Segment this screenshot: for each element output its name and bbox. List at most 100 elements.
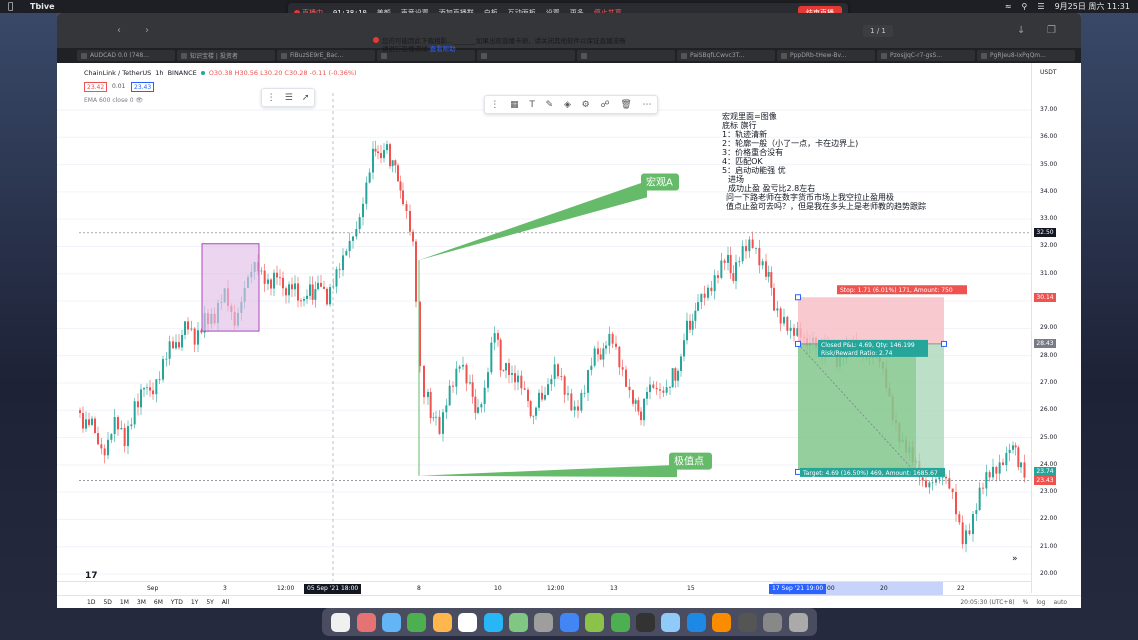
browser-tab[interactable]: 知识宝楼 | 投资者: [177, 50, 275, 61]
price-chart[interactable]: 宏观A 极值点 Stop: 1.71 (6.01%) 171, Amount: 75…: [57, 63, 1031, 581]
calendar-icon[interactable]: [458, 612, 478, 632]
period-button[interactable]: 5D: [103, 598, 112, 606]
fill-icon[interactable]: ◈: [563, 99, 571, 110]
auto-toggle[interactable]: auto: [1053, 598, 1067, 606]
control-center-icon[interactable]: ☰: [1037, 2, 1045, 11]
tab-title: FiBuzSE9rE_Bac...: [290, 52, 344, 59]
symbol-name[interactable]: ChainLink / TetherUS: [84, 69, 152, 77]
period-button[interactable]: 1D: [87, 598, 96, 606]
candle-body: [563, 376, 566, 395]
finder-icon[interactable]: [331, 612, 351, 632]
browser-tab[interactable]: PaiSBqfLCwvc3T...: [677, 50, 775, 61]
candle-body: [738, 261, 741, 263]
drag-handle-icon[interactable]: ⋮: [266, 92, 276, 103]
candle-body: [662, 390, 665, 393]
percent-toggle[interactable]: %: [1022, 598, 1029, 606]
period-button[interactable]: All: [221, 598, 230, 606]
candle-body: [432, 417, 435, 419]
facetime-icon[interactable]: [610, 612, 630, 632]
more-button[interactable]: 更多: [570, 8, 584, 18]
settings-icon[interactable]: [534, 612, 554, 632]
browser-tab[interactable]: [577, 50, 675, 61]
mail-icon[interactable]: [661, 612, 681, 632]
eye-icon[interactable]: 👁: [135, 97, 144, 104]
candle-body: [992, 466, 994, 478]
price-scale[interactable]: USDT 37.00 36.00 35.00 34.00 33.00 32.00 31.00…: [1031, 63, 1081, 593]
browser-tab[interactable]: PzosjJqC-r7-gsS...: [877, 50, 975, 61]
period-button[interactable]: YTD: [170, 598, 183, 606]
app-icon[interactable]: [763, 612, 783, 632]
trash-icon[interactable]: [788, 612, 808, 632]
appstore-icon[interactable]: [483, 612, 503, 632]
candle-body: [427, 391, 429, 398]
apple-icon[interactable]: : [8, 2, 18, 12]
trash-icon[interactable]: 🗑: [620, 99, 632, 110]
terminal-icon[interactable]: [636, 612, 656, 632]
time-scale[interactable]: Sep 3 12:00 8 10 12:00 13 15 20 22 05 Sep '21 18:0…: [57, 581, 1031, 596]
browser-tab[interactable]: PppDRb-tHew-Bv...: [777, 50, 875, 61]
live-dot-icon: [294, 9, 300, 16]
app-icon[interactable]: [712, 612, 732, 632]
candle-body: [140, 389, 142, 408]
beauty-button[interactable]: 美颜: [377, 8, 391, 18]
interaction-panel-button[interactable]: 互动面板: [508, 8, 536, 18]
sound-settings-button[interactable]: 声音设置: [401, 8, 429, 18]
period-button[interactable]: 6M: [153, 598, 163, 606]
interval[interactable]: 1h: [155, 69, 164, 77]
favicon-icon: [281, 52, 287, 59]
pencil-icon[interactable]: ✎: [545, 99, 554, 110]
candle-body: [155, 379, 158, 395]
candle-body: [458, 366, 461, 369]
photos-icon[interactable]: [432, 612, 452, 632]
add-group-button[interactable]: 添加直播群: [439, 8, 474, 18]
forward-icon[interactable]: ›: [145, 25, 149, 36]
tradingview-chart[interactable]: 宏观A 极值点 Stop: 1.71 (6.01%) 171, Amount: 75…: [57, 63, 1081, 608]
stop-share-button[interactable]: 停止共享: [594, 8, 622, 18]
lines-icon[interactable]: ☰: [284, 92, 293, 103]
sell-price[interactable]: 23.42: [84, 82, 108, 92]
back-icon[interactable]: ‹: [117, 25, 121, 36]
browser-tab[interactable]: [477, 50, 575, 61]
safari-icon[interactable]: [382, 612, 402, 632]
chrome-icon[interactable]: [559, 612, 579, 632]
numbers-icon[interactable]: [509, 612, 529, 632]
more-icon[interactable]: ⋯: [642, 99, 652, 110]
messages-icon[interactable]: [407, 612, 427, 632]
template-icon[interactable]: ▦: [510, 99, 519, 110]
clock[interactable]: 9月25日 周六 11:31: [1054, 2, 1130, 11]
candle-body: [577, 406, 579, 411]
browser-tab[interactable]: FiBuzSE9rE_Bac...: [277, 50, 375, 61]
browser-tab[interactable]: [377, 50, 475, 61]
text-icon[interactable]: T: [529, 99, 535, 110]
candle-body: [100, 444, 103, 449]
wechat-icon[interactable]: [585, 612, 605, 632]
launchpad-icon[interactable]: [356, 612, 376, 632]
download-icon[interactable]: ↓: [1017, 25, 1026, 36]
period-button[interactable]: 1Y: [190, 598, 199, 606]
browser-tab[interactable]: AUDCAD 0.0 (748...: [77, 50, 175, 61]
buy-price[interactable]: 23.43: [131, 82, 155, 92]
gear-icon[interactable]: ⚙: [581, 99, 590, 110]
drag-handle-icon[interactable]: ⋮: [490, 99, 500, 110]
favicon-icon: [681, 52, 687, 59]
app-icon[interactable]: [737, 612, 757, 632]
settings-button[interactable]: 设置: [546, 8, 560, 18]
ema-legend[interactable]: EMA 600 close 0 👁: [84, 97, 144, 104]
period-button[interactable]: 1M: [119, 598, 129, 606]
help-link[interactable]: 查看帮助: [429, 45, 456, 53]
search-icon[interactable]: ⚲: [1021, 2, 1028, 11]
browser-tab[interactable]: PgRJeu8-IxPqQm...: [977, 50, 1075, 61]
period-button[interactable]: 5Y: [206, 598, 214, 606]
lock-icon[interactable]: ☍: [600, 99, 610, 110]
candle-body: [958, 514, 961, 523]
tabs-icon[interactable]: ❐: [1047, 25, 1056, 36]
wifi-icon[interactable]: ≈: [1004, 2, 1012, 11]
period-button[interactable]: 3M: [136, 598, 146, 606]
xcode-icon[interactable]: [686, 612, 706, 632]
app-name[interactable]: Tbive: [30, 2, 55, 11]
trend-line-icon[interactable]: ➚: [301, 92, 310, 103]
text-notes[interactable]: 宏观里面=图像 底标 旗行 1：轨迹清新 2：轮廓一般（小了一点，卡在边界上) 3：价格…: [722, 112, 926, 211]
log-toggle[interactable]: log: [1036, 598, 1046, 606]
clock-readout[interactable]: 20:05:30 (UTC+8): [960, 598, 1015, 606]
whiteboard-button[interactable]: 白板: [484, 8, 498, 18]
